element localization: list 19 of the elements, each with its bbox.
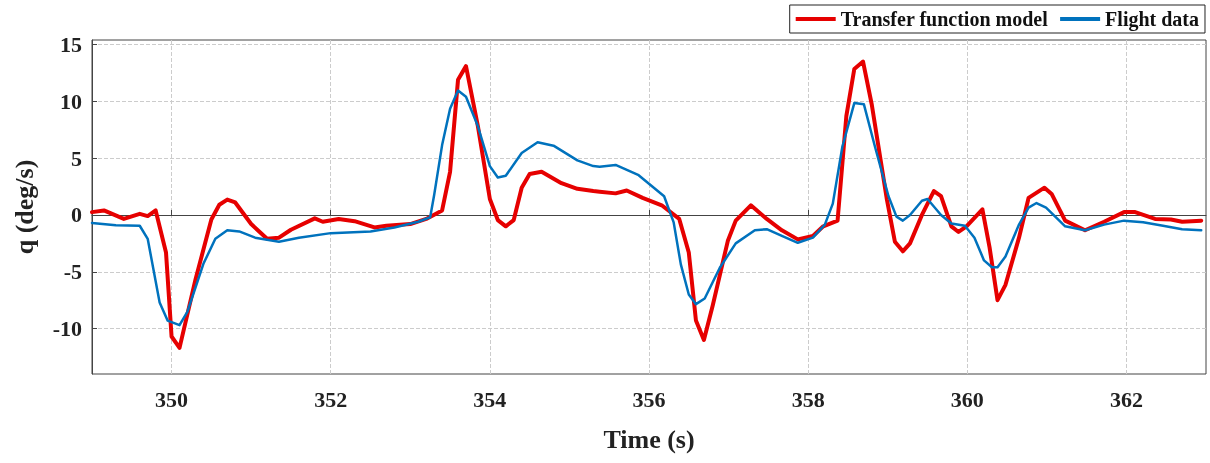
line-series [90,59,1204,350]
x-tick-label: 362 [1109,386,1143,412]
y-axis-title: q (deg/s) [9,159,39,255]
legend-label: Flight data [1105,8,1200,31]
x-axis-title: Time (s) [603,424,695,454]
y-tick-label: -10 [52,316,82,342]
y-tick-label: 10 [60,88,82,114]
x-tick-label: 356 [632,386,666,412]
x-tick-label: 352 [314,386,348,412]
y-tick-label: -5 [63,259,82,285]
x-tick-label: 354 [473,386,507,412]
y-tick-label: 5 [71,145,82,171]
x-tick-label: 350 [155,386,189,412]
y-tick-label: 0 [71,202,82,228]
x-tick-label: 358 [791,386,825,412]
y-tick-label: 15 [60,32,82,58]
legend-label: Transfer function model [840,8,1049,30]
x-tick-label: 360 [950,386,984,412]
line-series [90,89,1203,327]
